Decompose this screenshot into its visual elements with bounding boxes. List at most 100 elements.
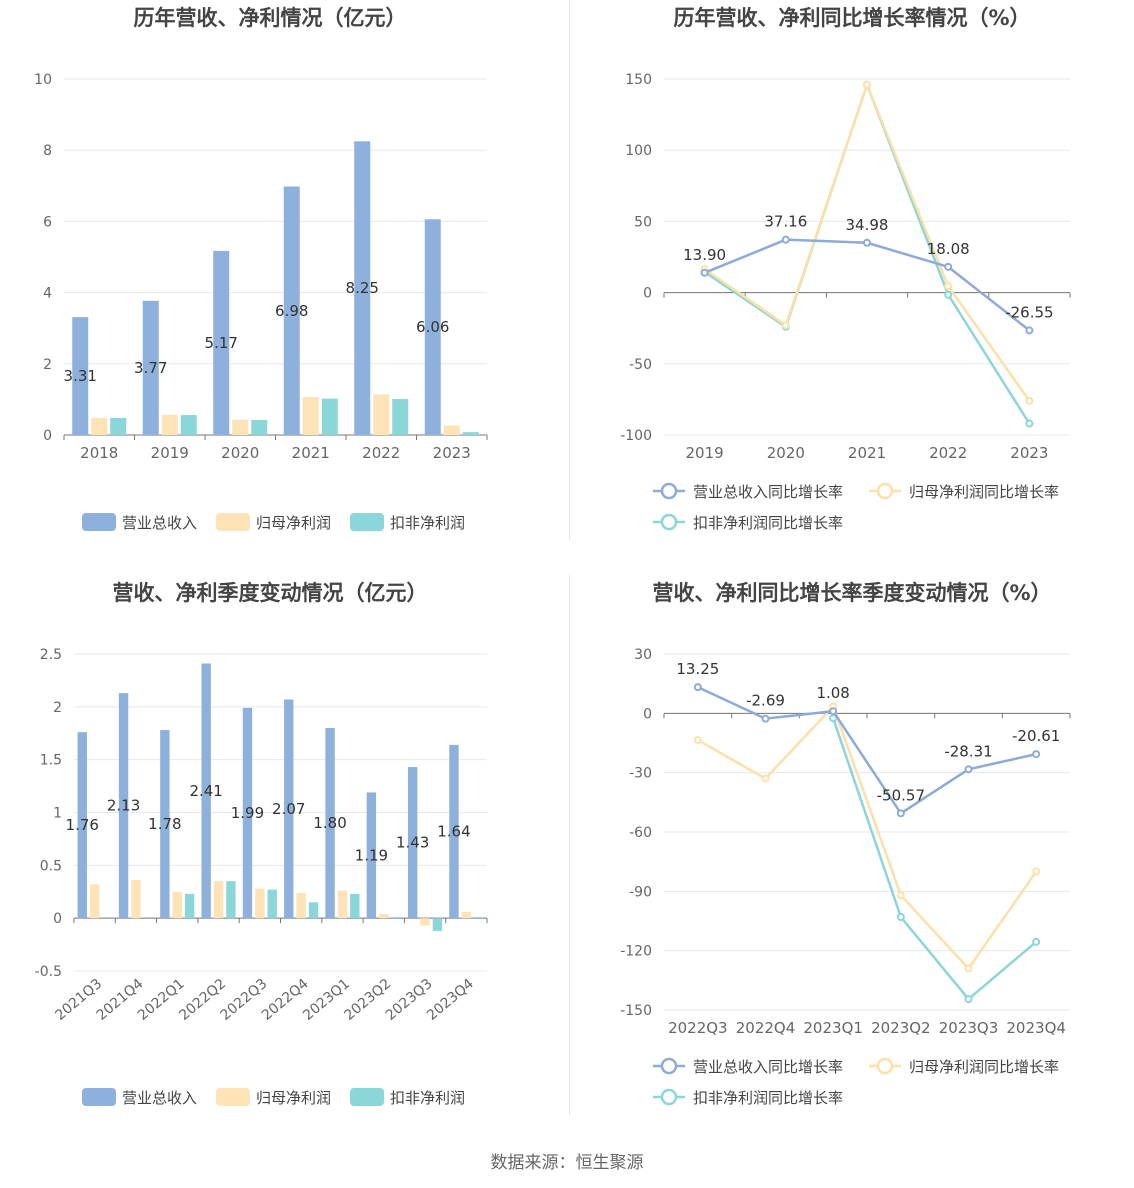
bar-value-label: 2.07 <box>272 800 305 818</box>
data-source-note: 数据来源：恒生聚源 <box>490 1153 644 1173</box>
x-tick-label: 2023Q3 <box>939 1019 999 1037</box>
y-tick-label: 1 <box>53 806 62 822</box>
x-tick-label: 2023 <box>1010 444 1048 462</box>
quarterly-growth-panel: 营收、净利同比增长率季度变动情况（%） 30 0 -30 -60 -90 -120 -150 2… <box>567 575 1134 1150</box>
x-tick-label: 2023Q4 <box>1006 1019 1066 1037</box>
bar-归母净利润 <box>161 414 178 435</box>
bar-归母净利润 <box>91 417 108 435</box>
bar-扣非净利润 <box>392 399 409 435</box>
x-tick-label: 2022 <box>929 444 967 462</box>
x-tick-label: 2019 <box>686 444 724 462</box>
series-point-营业总收入同比增长率 <box>1032 750 1041 759</box>
bar-value-label: 1.99 <box>231 804 264 822</box>
bar-归母净利润 <box>379 913 389 919</box>
bar-扣非净利润 <box>110 417 127 435</box>
bar-营业总收入 <box>160 730 170 919</box>
series-point-归母净利润同比增长率 <box>761 774 770 783</box>
y-tick-label: -60 <box>629 825 652 841</box>
legend-label: 扣非净利润同比增长率 <box>693 1089 843 1107</box>
bar-归母净利润 <box>373 394 390 435</box>
legend-swatch <box>216 1088 250 1106</box>
chart-title: 历年营收、净利同比增长率情况（%） <box>673 6 1030 30</box>
bar-归母净利润 <box>302 396 319 435</box>
line-value-label: 18.08 <box>927 240 970 258</box>
y-tick-label: 8 <box>43 143 52 159</box>
series-point-扣非净利润同比增长率 <box>1032 937 1041 946</box>
y-tick-label: -120 <box>620 944 652 960</box>
bar-value-label: 5.17 <box>205 334 238 352</box>
x-tick-label: 2022Q4 <box>736 1019 796 1037</box>
series-point-营业总收入同比增长率 <box>1025 326 1034 335</box>
quarterly-revenue-profit-chart: 营收、净利季度变动情况（亿元）2.521.510.50-0.52021Q3202… <box>35 581 488 1107</box>
series-point-归母净利润同比增长率 <box>693 736 702 745</box>
series-point-营业总收入同比增长率 <box>693 683 702 692</box>
annual-revenue-profit-chart: 历年营收、净利情况（亿元） 0 2 4 6 8 10 2018 2019 2020 2021 2022… <box>34 6 488 532</box>
y-tick-label: -30 <box>629 766 652 782</box>
y-tick-label: 4 <box>43 286 52 302</box>
series-point-扣非净利润同比增长率 <box>1025 419 1034 428</box>
bar-归母净利润 <box>337 890 348 919</box>
bar-营业总收入 <box>407 767 418 919</box>
line-value-label: -26.55 <box>1005 303 1053 321</box>
x-tick-label: 2023 <box>433 444 471 462</box>
series-point-扣非净利润同比增长率 <box>944 290 953 299</box>
bar-营业总收入 <box>424 219 441 435</box>
series-line-归母净利润同比增长率 <box>697 704 1038 971</box>
bar-归母净利润 <box>461 911 472 919</box>
series-point-营业总收入同比增长率 <box>829 707 838 716</box>
panel-divider <box>569 0 570 540</box>
bar-value-label: 1.43 <box>396 834 429 852</box>
bar-营业总收入 <box>449 744 459 919</box>
line-value-label: 1.08 <box>816 684 849 702</box>
x-tick-label: 2018 <box>80 444 118 462</box>
bar-扣非净利润 <box>308 902 319 919</box>
series-point-归母净利润同比增长率 <box>781 321 790 330</box>
line-value-label: 13.25 <box>676 660 719 678</box>
series-line-营业总收入同比增长率 <box>704 238 1031 332</box>
series-point-归母净利润同比增长率 <box>896 891 905 900</box>
bar-value-label: 1.78 <box>148 815 181 833</box>
bar-扣非净利润 <box>474 917 484 919</box>
x-tick-label: 2019 <box>151 444 189 462</box>
bar-营业总收入 <box>242 707 253 919</box>
legend-swatch <box>216 513 250 531</box>
bar-营业总收入 <box>72 317 89 435</box>
legend-label: 归母净利润同比增长率 <box>909 1058 1059 1076</box>
x-tick-label: 2020 <box>221 444 259 462</box>
bar-归母净利润 <box>89 884 100 919</box>
annual-revenue-profit-panel: 历年营收、净利情况（亿元） 0 2 4 6 8 10 2018 2019 2020 2021 2022… <box>0 0 567 575</box>
annual-growth-panel: 历年营收、净利同比增长率情况（%） 150 100 50 0 -50 -100 2019 202… <box>567 0 1134 575</box>
y-tick-label: 0 <box>643 706 652 722</box>
bar-归母净利润 <box>255 888 265 919</box>
legend-label: 营业总收入同比增长率 <box>693 1058 843 1076</box>
y-tick-label: 100 <box>625 143 652 159</box>
y-tick-label: 0 <box>643 286 652 302</box>
bar-营业总收入 <box>325 727 335 919</box>
line-value-label: -2.69 <box>746 692 785 710</box>
series-point-营业总收入同比增长率 <box>761 714 770 723</box>
bar-归母净利润 <box>443 425 460 435</box>
bar-归母净利润 <box>172 891 182 919</box>
bar-扣非净利润 <box>321 398 338 435</box>
bar-营业总收入 <box>354 141 371 436</box>
legend-swatch <box>350 1088 384 1106</box>
line-value-label: -28.31 <box>944 742 992 760</box>
bar-value-label: 3.31 <box>64 367 97 385</box>
bar-营业总收入 <box>213 250 230 435</box>
bar-value-label: 6.06 <box>416 318 449 336</box>
chart-title: 历年营收、净利情况（亿元） <box>134 6 407 30</box>
bar-扣非净利润 <box>226 881 236 919</box>
legend-marker <box>660 482 678 500</box>
y-tick-label: 150 <box>625 72 652 88</box>
series-point-归母净利润同比增长率 <box>1025 396 1034 405</box>
chart-title: 营收、净利季度变动情况（亿元） <box>113 581 428 605</box>
series-point-归母净利润同比增长率 <box>944 282 953 291</box>
legend-marker <box>660 1088 678 1106</box>
bar-value-label: 8.25 <box>346 279 379 297</box>
series-point-扣非净利润同比增长率 <box>964 995 973 1004</box>
bar-营业总收入 <box>201 663 211 919</box>
legend-swatch <box>350 513 384 531</box>
series-line-营业总收入同比增长率 <box>697 685 1037 816</box>
x-tick-label: 2020 <box>767 444 805 462</box>
bar-营业总收入 <box>142 300 159 435</box>
